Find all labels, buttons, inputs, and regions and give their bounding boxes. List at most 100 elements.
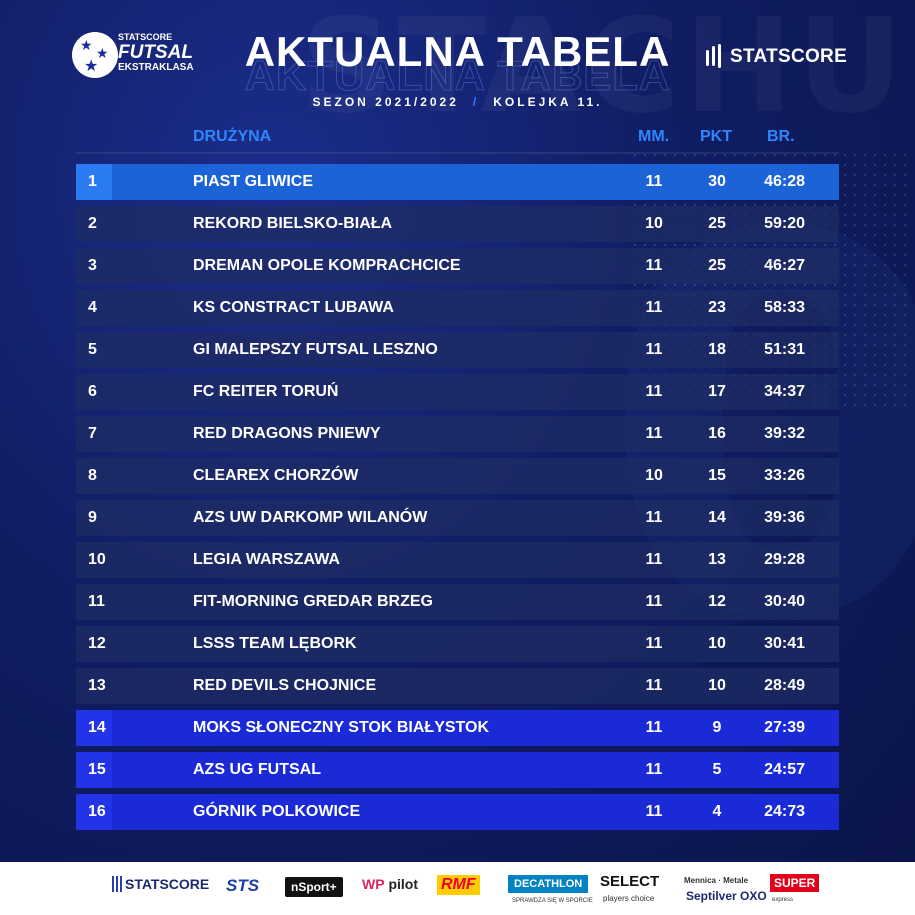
title-echo: AKTUALNA TABELA <box>244 52 671 100</box>
team-name: AZS UW DARKOMP WILANÓW <box>193 509 428 526</box>
statscore-bars-icon <box>112 876 122 892</box>
points: 12 <box>708 593 726 610</box>
table-header: DRUŻYNA MM. PKT BR. <box>76 128 839 154</box>
sponsor-select: SELECT <box>600 873 660 890</box>
team-name: LEGIA WARSZAWA <box>193 551 340 568</box>
matches-played: 11 <box>645 761 663 778</box>
matches-played: 11 <box>645 383 663 400</box>
team-name: CLEAREX CHORZÓW <box>193 467 359 484</box>
logo-line-2: FUTSAL <box>118 42 193 63</box>
matches-played: 11 <box>645 341 663 358</box>
position-cell <box>76 164 112 200</box>
position: 16 <box>88 803 106 820</box>
goal-balance: 29:28 <box>764 551 805 568</box>
team-name: PIAST GLIWICE <box>193 173 313 190</box>
matches-played: 11 <box>645 299 663 316</box>
position: 6 <box>88 383 97 400</box>
column-points: PKT <box>700 128 732 145</box>
sponsor-sts: STS <box>226 876 260 895</box>
points: 30 <box>708 173 726 190</box>
position: 8 <box>88 467 97 484</box>
position: 5 <box>88 341 97 358</box>
sponsor-decathlon: DECATHLON <box>508 875 589 893</box>
team-name: GÓRNIK POLKOWICE <box>193 803 361 820</box>
sponsor-mennica: Mennica · Metale <box>684 876 749 885</box>
background-watermark: STACHURSKI <box>300 0 915 142</box>
team-name: KS CONSTRACT LUBAWA <box>193 299 394 316</box>
points: 16 <box>708 425 726 442</box>
matches-played: 11 <box>645 677 663 694</box>
team-name: FC REITER TORUŃ <box>193 383 339 400</box>
table-row: 12 LSSS TEAM LĘBORK 11 10 30:41 <box>76 626 839 662</box>
points: 9 <box>712 719 722 736</box>
season-round-line: SEZON 2021/2022 / KOLEJKA 11. <box>0 95 915 109</box>
matches-played: 11 <box>645 593 663 610</box>
matches-played: 11 <box>645 719 663 736</box>
stars-ball-icon: ★ ★ ★ <box>72 32 118 78</box>
header-divider <box>76 152 839 154</box>
points: 18 <box>708 341 726 358</box>
goal-balance: 24:57 <box>764 761 805 778</box>
sponsor-rmf: RMF <box>437 875 480 895</box>
points: 17 <box>708 383 726 400</box>
points: 10 <box>708 677 726 694</box>
team-name: MOKS SŁONECZNY STOK BIAŁYSTOK <box>193 719 490 736</box>
table-row: 10 LEGIA WARSZAWA 11 13 29:28 <box>76 542 839 578</box>
position: 12 <box>88 635 106 652</box>
position: 11 <box>88 593 105 610</box>
points: 10 <box>708 635 726 652</box>
sponsor-nsport: nSport+ <box>285 877 343 897</box>
sponsor-statscore: STATSCORE <box>112 876 209 892</box>
table-row: 5 GI MALEPSZY FUTSAL LESZNO 11 18 51:31 <box>76 332 839 368</box>
goal-balance: 46:27 <box>764 257 805 274</box>
points: 25 <box>708 215 726 232</box>
matches-played: 11 <box>645 551 663 568</box>
matches-played: 10 <box>645 467 663 484</box>
column-matches: MM. <box>638 128 670 145</box>
table-row: 11 FIT-MORNING GREDAR BRZEG 11 12 30:40 <box>76 584 839 620</box>
team-name: DREMAN OPOLE KOMPRACHCICE <box>193 257 461 274</box>
position: 1 <box>88 173 97 190</box>
points: 25 <box>708 257 726 274</box>
team-name: FIT-MORNING GREDAR BRZEG <box>193 593 433 610</box>
position: 4 <box>88 299 97 316</box>
position: 3 <box>88 257 97 274</box>
position: 9 <box>88 509 97 526</box>
position: 2 <box>88 215 97 232</box>
matches-played: 10 <box>645 215 663 232</box>
team-name: RED DEVILS CHOJNICE <box>193 677 377 694</box>
matches-played: 11 <box>645 803 663 820</box>
table-row: 13 RED DEVILS CHOJNICE 11 10 28:49 <box>76 668 839 704</box>
position: 7 <box>88 425 97 442</box>
round-label: KOLEJKA 11. <box>493 95 603 109</box>
points: 14 <box>708 509 726 526</box>
position-cell <box>76 752 112 788</box>
sponsor-mennica-brand: Septilver OXO <box>686 889 767 903</box>
statscore-bars-icon <box>706 42 726 70</box>
logo-line-3: EKSTRAKLASA <box>118 62 194 73</box>
goal-balance: 39:32 <box>764 425 805 442</box>
goal-balance: 46:28 <box>764 173 805 190</box>
goal-balance: 51:31 <box>764 341 805 358</box>
team-name: LSSS TEAM LĘBORK <box>193 635 357 652</box>
table-row: 15 AZS UG FUTSAL 11 5 24:57 <box>76 752 839 788</box>
sponsor-bar: STATSCORE STS nSport+ WP pilot RMF DECAT… <box>0 862 915 915</box>
matches-played: 11 <box>645 257 663 274</box>
table-row: 4 KS CONSTRACT LUBAWA 11 23 58:33 <box>76 290 839 326</box>
matches-played: 11 <box>645 509 663 526</box>
points: 15 <box>708 467 726 484</box>
points: 13 <box>708 551 726 568</box>
team-name: GI MALEPSZY FUTSAL LESZNO <box>193 341 438 358</box>
sponsor-super-express-tagline: express <box>772 897 794 903</box>
goal-balance: 33:26 <box>764 467 805 484</box>
sponsor-super-express: SUPER <box>770 874 820 892</box>
team-name: RED DRAGONS PNIEWY <box>193 425 381 442</box>
sponsor-decathlon-tagline: SPRAWDZA SIĘ W SPORCIE <box>512 898 593 904</box>
table-row: 6 FC REITER TORUŃ 11 17 34:37 <box>76 374 839 410</box>
position-cell <box>76 710 112 746</box>
separator: / <box>472 95 480 109</box>
column-team: DRUŻYNA <box>193 128 272 145</box>
sponsor-select-tagline: players choice <box>603 894 655 903</box>
table-row: 3 DREMAN OPOLE KOMPRACHCICE 11 25 46:27 <box>76 248 839 284</box>
